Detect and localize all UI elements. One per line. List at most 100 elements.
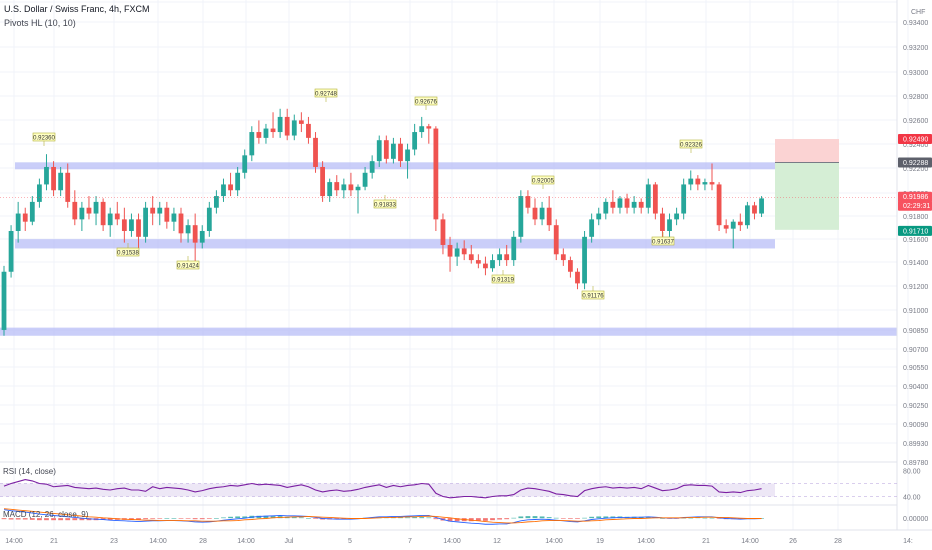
candle-body-6 [44, 166, 49, 185]
candle-body-73 [518, 196, 524, 237]
price-tag-text-current: 0.91986 [903, 194, 928, 201]
price-tag-countdown [898, 200, 932, 211]
macd-hist-6 [44, 518, 49, 521]
macd-hist-68 [483, 518, 488, 521]
candle-body-82 [582, 236, 587, 284]
macd-hist-80 [568, 518, 573, 519]
zone-0 [15, 162, 775, 170]
x-tick-16: 26 [789, 538, 797, 545]
pivot-label-8: 0.91319 [492, 277, 514, 283]
pivot-label-6: 0.91424 [177, 263, 199, 269]
macd-hist-93 [660, 518, 665, 519]
macd-hist-60 [426, 517, 432, 519]
macd-hist-5 [37, 518, 42, 521]
candle-body-53 [376, 140, 382, 162]
y-tick-21: 0.89780 [903, 460, 928, 467]
macd-hist-91 [645, 516, 651, 519]
candle-body-65 [461, 248, 467, 255]
y-tick-19: 0.90090 [903, 422, 928, 429]
macd-hist-61 [433, 518, 439, 520]
rsi-line [3, 479, 762, 499]
candle-body-23 [164, 207, 170, 222]
candle-body-52 [369, 161, 375, 173]
candle-body-24 [171, 213, 177, 222]
macd-hist-85 [603, 516, 609, 519]
candle-body-7 [51, 166, 56, 191]
x-tick-0: 14:00 [5, 538, 23, 545]
macd-hist-86 [610, 516, 616, 519]
candle-body-1 [8, 231, 14, 272]
macd-hist-44 [313, 518, 318, 519]
price-tag-text-entry: 0.92288 [903, 160, 928, 167]
macd-hist-72 [511, 517, 517, 519]
macd-hist-56 [398, 517, 403, 519]
candle-body-20 [143, 207, 148, 237]
candle-body-17 [121, 219, 127, 231]
price-axis[interactable]: 0.93400 0.93200 0.93000 0.92800 0.92600 0.924… [903, 20, 928, 523]
macd-legend[interactable]: MACD (12, 26, close, 9) [3, 510, 89, 519]
candle-body-61 [433, 128, 439, 220]
macd-hist-41 [291, 517, 297, 519]
price-tag-text-countdown: 02:29:31 [903, 203, 930, 210]
candle-body-25 [178, 213, 184, 234]
macd-hist-20 [143, 518, 148, 520]
candle-body-67 [475, 260, 481, 264]
candle-body-89 [631, 201, 637, 208]
candle-body-43 [306, 123, 311, 138]
x-tick-2: 23 [110, 538, 118, 545]
candle-body-50 [355, 186, 361, 191]
macd-hist-27 [192, 518, 198, 520]
candle-body-42 [298, 120, 304, 124]
candle-body-104 [737, 221, 743, 226]
take-profit-zone [775, 162, 839, 230]
y-tick-5: 0.92600 [903, 118, 928, 125]
candle-body-5 [37, 184, 42, 202]
macd-hist-79 [560, 518, 566, 519]
candle-body-85 [603, 201, 609, 214]
price-candles [1, 108, 764, 336]
macd-hist-101 [716, 518, 722, 519]
candle-body-80 [568, 260, 573, 272]
candle-body-33 [235, 172, 241, 191]
rsi-legend[interactable]: RSI (14, close) [3, 467, 56, 476]
position-tool[interactable] [775, 139, 839, 230]
candle-body-11 [79, 207, 85, 220]
macd-hist-30 [214, 518, 219, 519]
candle-body-14 [100, 201, 106, 226]
macd-hist-73 [518, 516, 524, 519]
price-tags: 0.92490 0.92288 0.91986 02:29:31 0.91710 [0, 134, 932, 236]
x-tick-14: 21 [702, 538, 710, 545]
candle-body-79 [560, 254, 566, 261]
candle-body-47 [334, 182, 340, 191]
candle-body-92 [652, 184, 658, 214]
indicator-legend[interactable]: Pivots HL (10, 10) [4, 18, 76, 28]
macd-hist-26 [185, 518, 191, 519]
macd-hist-100 [709, 517, 715, 519]
candle-body-63 [447, 244, 453, 257]
macd-hist-22 [157, 518, 163, 519]
y-tick-15: 0.90700 [903, 347, 928, 354]
macd-hist-36 [256, 515, 262, 519]
x-tick-1: 21 [50, 538, 58, 545]
candle-body-9 [65, 172, 71, 202]
candle-body-41 [291, 120, 297, 136]
price-tag-text-stop: 0.92490 [903, 137, 928, 144]
macd-hist-48 [341, 518, 347, 520]
candle-body-15 [107, 213, 113, 226]
macd-hist-75 [532, 516, 538, 519]
candle-body-39 [277, 116, 283, 133]
y-tick-6: 0.92400 [903, 142, 928, 149]
candle-body-45 [320, 166, 325, 197]
candle-body-87 [617, 198, 623, 208]
macd-hist-42 [298, 517, 304, 519]
price-tag-text-target: 0.91710 [903, 228, 928, 235]
candle-body-78 [553, 225, 559, 255]
macd-hist-0 [1, 518, 7, 520]
macd-hist-4 [29, 518, 35, 520]
time-axis[interactable]: 14:00 21 23 14:00 28 14:00 Jul 5 7 14:00 12 14:00 19… [5, 538, 913, 545]
macd-hist-29 [206, 518, 212, 519]
macd-hist-83 [589, 516, 595, 519]
macd-hist-14 [100, 518, 106, 520]
candle-body-107 [759, 198, 764, 214]
